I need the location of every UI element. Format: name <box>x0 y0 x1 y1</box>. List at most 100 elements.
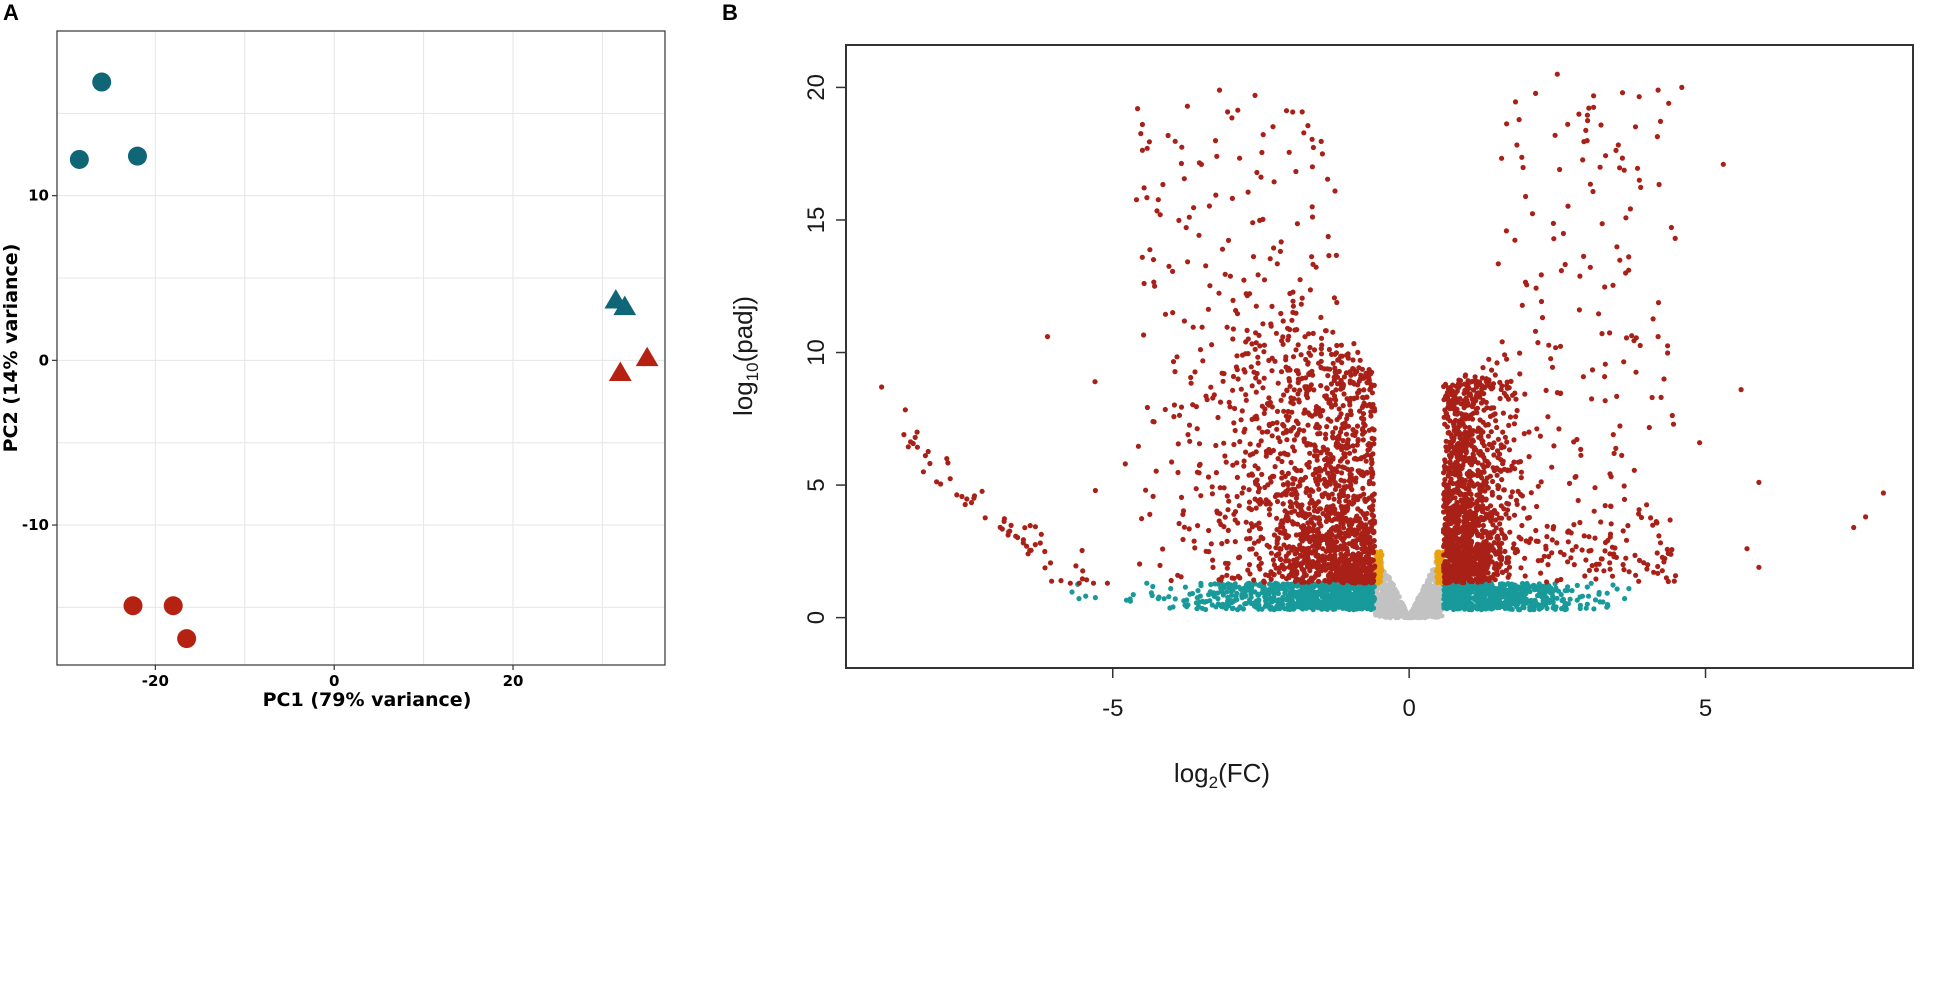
volcano-point-red <box>1356 389 1362 395</box>
volcano-point-red <box>1073 563 1079 569</box>
volcano-point-red <box>1246 562 1253 568</box>
volcano-point-red <box>1518 475 1524 481</box>
volcano-point-red <box>1274 261 1280 267</box>
volcano-point-teal <box>1479 603 1485 609</box>
volcano-point-teal <box>1445 601 1451 607</box>
volcano-point-red <box>1343 370 1349 376</box>
volcano-point-red <box>1331 509 1338 515</box>
volcano-point-red <box>1339 464 1345 470</box>
volcano-point-red <box>1345 493 1351 499</box>
volcano-point-red <box>1219 574 1225 580</box>
volcano-point-red <box>1306 528 1312 535</box>
volcano-point-red <box>1318 365 1324 371</box>
volcano-point-red <box>1144 195 1150 201</box>
volcano-point-red <box>1079 576 1085 582</box>
volcano-point-red <box>1367 401 1373 408</box>
volcano-point-red <box>1251 540 1257 546</box>
volcano-point-red <box>1284 427 1290 434</box>
volcano-point-red <box>1229 195 1235 201</box>
volcano-point-red <box>1245 567 1251 573</box>
volcano-point-red <box>1291 508 1298 514</box>
volcano-point-teal <box>1352 605 1358 611</box>
volcano-point-red <box>1233 364 1239 370</box>
volcano-point-red <box>1338 477 1344 483</box>
volcano-point-red <box>1537 433 1543 439</box>
volcano-point-teal <box>1229 592 1235 598</box>
volcano-point-red <box>1292 465 1298 471</box>
volcano-point-red <box>1270 447 1276 454</box>
volcano-point-gray <box>1375 611 1381 617</box>
volcano-point-red <box>979 488 985 494</box>
volcano-point-red <box>1236 503 1242 509</box>
pca-point-group1-circle <box>92 72 112 92</box>
volcano-point-teal <box>1211 593 1217 600</box>
volcano-point-red <box>1325 233 1331 240</box>
volcano-point-teal <box>1229 605 1235 612</box>
volcano-point-red <box>1162 406 1168 413</box>
volcano-point-red <box>1313 404 1320 410</box>
volcano-point-teal <box>1565 601 1571 607</box>
volcano-point-red <box>1282 508 1288 514</box>
volcano-point-red <box>962 501 968 508</box>
volcano-point-red <box>1333 534 1339 540</box>
volcano-point-teal <box>1317 588 1323 595</box>
volcano-point-red <box>1319 342 1325 348</box>
volcano-point-red <box>1264 401 1271 407</box>
pca-x-tick-label: -20 <box>142 672 169 690</box>
volcano-point-red <box>1489 492 1495 498</box>
volcano-point-red <box>1217 399 1224 405</box>
volcano-point-teal <box>1161 596 1167 602</box>
volcano-point-red <box>1295 483 1302 489</box>
pca-point-group2-triangle <box>608 361 632 381</box>
volcano-point-red <box>1286 149 1292 155</box>
volcano-point-red <box>1354 456 1360 462</box>
volcano-point-teal <box>1200 598 1206 605</box>
volcano-point-red <box>1283 108 1290 114</box>
volcano-point-teal <box>1498 587 1504 593</box>
volcano-point-teal <box>1263 598 1269 604</box>
volcano-point-red <box>1479 375 1485 381</box>
volcano-point-red <box>1230 387 1236 393</box>
volcano-point-red <box>1104 580 1110 586</box>
volcano-point-red <box>1224 493 1230 499</box>
volcano-point-red <box>1315 531 1321 537</box>
volcano-point-red <box>1463 457 1469 464</box>
volcano-point-red <box>1239 408 1245 414</box>
volcano-point-red <box>1291 437 1297 443</box>
volcano-point-red <box>1260 216 1266 222</box>
volcano-point-red <box>1457 396 1463 402</box>
volcano-point-red <box>1270 557 1276 563</box>
volcano-point-red <box>1326 346 1332 353</box>
volcano-point-teal <box>1365 601 1372 607</box>
volcano-point-teal <box>1456 589 1462 595</box>
volcano-point-teal <box>1528 606 1534 613</box>
volcano-point-red <box>1222 453 1228 459</box>
volcano-point-red <box>1318 351 1325 357</box>
volcano-point-gray <box>1377 603 1383 610</box>
volcano-point-red <box>1135 106 1141 112</box>
volcano-point-red <box>1310 528 1316 534</box>
volcano-point-red <box>1150 257 1157 263</box>
volcano-point-red <box>1369 512 1375 518</box>
volcano-point-red <box>1316 424 1322 430</box>
volcano-point-red <box>1444 424 1450 430</box>
volcano-point-red <box>1256 525 1263 532</box>
volcano-point-gray <box>1424 579 1430 586</box>
volcano-point-gray <box>1437 604 1443 610</box>
volcano-point-red <box>1364 510 1370 517</box>
volcano-point-red <box>1218 521 1224 528</box>
volcano-point-red <box>1503 511 1509 517</box>
volcano-point-orange <box>1377 578 1383 584</box>
volcano-point-red <box>1357 524 1363 530</box>
volcano-point-red <box>1302 334 1308 340</box>
volcano-point-red <box>1006 529 1012 535</box>
volcano-point-red <box>1200 358 1206 364</box>
volcano-point-red <box>1316 486 1322 492</box>
volcano-point-red <box>1287 383 1293 389</box>
volcano-point-red <box>1346 533 1352 539</box>
volcano-point-teal <box>1512 600 1518 606</box>
volcano-point-red <box>1280 501 1286 507</box>
volcano-point-red <box>1224 538 1230 545</box>
volcano-point-red <box>1235 376 1241 382</box>
volcano-point-red <box>1307 536 1313 543</box>
